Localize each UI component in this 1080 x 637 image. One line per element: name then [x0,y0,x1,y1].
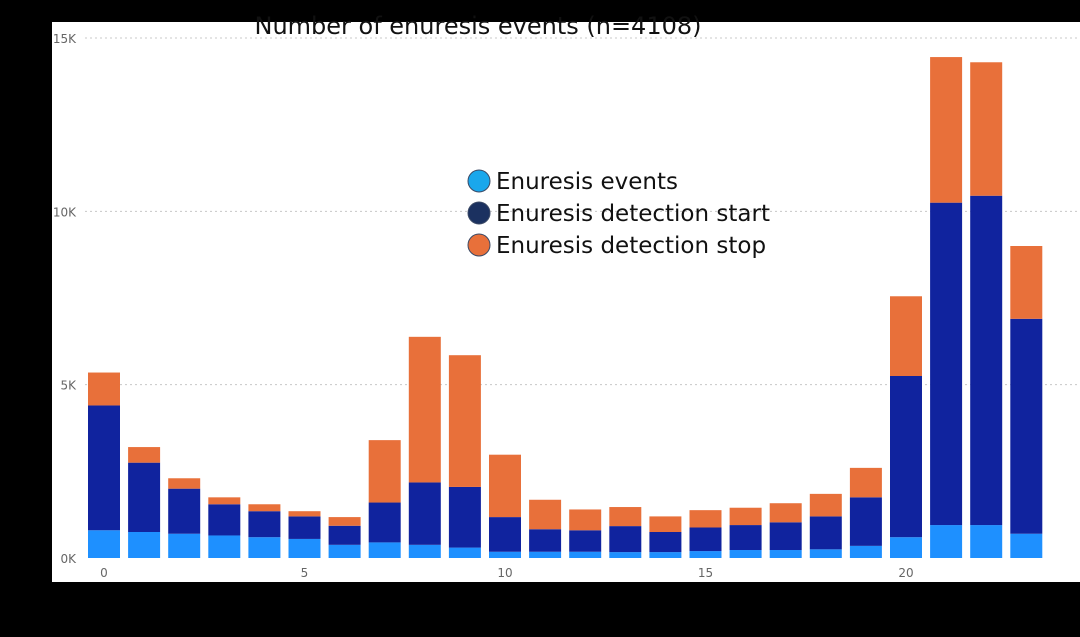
bar-segment-detection-stop [368,440,401,503]
bar-segment-events [328,544,361,558]
bar-segment-detection-stop [769,503,802,523]
bar-segment-detection-start [689,527,722,552]
bar-segment-events [128,532,161,558]
legend-label: Enuresis events [496,169,678,195]
bar-segment-detection-start [729,525,762,551]
bar-segment-detection-start [529,529,562,552]
legend-marker [467,169,491,193]
bar-segment-events [408,544,441,558]
chart-background [52,22,1080,582]
bar-segment-events [609,552,642,558]
bar-segment-detection-start [448,486,481,548]
bar-segment-events [729,550,762,558]
y-tick-label: 0K [60,552,77,566]
bar-segment-events [1010,533,1043,558]
bar-segment-detection-stop [529,499,562,530]
bar-segment-detection-stop [609,507,642,527]
bar-segment-detection-stop [970,62,1003,196]
bar-segment-detection-start [208,504,241,536]
bar-segment-events [489,551,521,558]
y-tick-label: 5K [60,379,77,393]
grid-lines [85,37,1080,386]
bar-segment-events [368,542,401,558]
chart-title: Number of enuresis events (n=4108) [254,12,701,40]
bar-segment-events [88,530,120,558]
bar-segment-events [208,535,241,558]
bar-segment-events [809,549,842,558]
legend-label: Enuresis detection stop [496,233,766,259]
bar-segment-events [849,545,882,558]
bar-segment-detection-stop [408,336,441,483]
y-tick-label: 15K [53,32,77,46]
bars-group [88,57,1043,558]
x-tick-label: 5 [301,566,309,580]
bar-segment-detection-start [569,530,602,552]
bar-segment-events [529,551,562,558]
legend-marker [467,201,491,225]
x-tick-label: 15 [698,566,713,580]
bar-segment-events [448,547,481,558]
bar-segment-detection-start [248,511,281,538]
legend: Enuresis events Enuresis detection start E… [467,169,770,259]
bar-segment-detection-stop [930,57,963,203]
bar-segment-detection-start [609,526,642,553]
bar-segment-detection-stop [890,296,922,376]
x-tick-label: 20 [898,566,913,580]
bar-segment-detection-stop [849,467,882,498]
bar-segment-detection-start [970,195,1003,526]
bar-segment-detection-stop [1010,246,1043,319]
bar-segment-detection-start [489,517,521,552]
bar-segment-events [930,525,963,558]
legend-label: Enuresis detection start [496,201,770,227]
bar-segment-detection-start [890,376,922,538]
bar-segment-detection-stop [88,372,120,406]
bar-segment-detection-stop [328,517,361,526]
bar-segment-detection-stop [128,447,161,463]
bar-segment-events [649,552,682,558]
bar-segment-detection-start [849,497,882,546]
bar-segment-detection-stop [729,507,762,526]
bar-segment-detection-stop [288,511,321,517]
bar-segment-detection-start [328,525,361,545]
bar-segment-detection-start [769,522,802,551]
bar-segment-detection-stop [569,509,602,531]
bar-segment-detection-start [168,488,201,534]
bar-segment-detection-start [88,405,120,531]
bar-segment-detection-stop [649,516,682,532]
bar-segment-detection-stop [489,454,521,518]
bar-segment-events [970,525,1003,558]
x-tick-label: 10 [497,566,512,580]
bar-segment-events [769,550,802,558]
bar-segment-events [689,551,722,558]
bar-segment-detection-start [649,532,682,553]
bar-segment-detection-start [128,462,161,532]
bar-segment-detection-stop [168,478,201,489]
bar-segment-detection-stop [809,493,842,517]
bar-segment-detection-start [288,516,321,539]
y-tick-label: 10K [53,205,77,219]
bar-segment-detection-start [368,502,401,543]
y-axis-ticks: 0K 5K 10K 15K [53,32,77,566]
bar-segment-detection-stop [448,355,481,487]
x-axis-ticks: 0 5 10 15 20 [100,566,913,580]
legend-marker [467,233,491,257]
bar-segment-events [288,538,321,558]
bar-segment-detection-stop [248,504,281,512]
bar-segment-detection-stop [208,497,241,505]
bar-segment-events [890,537,922,558]
bar-segment-events [569,551,602,558]
bar-segment-detection-start [809,516,842,550]
bar-segment-detection-start [930,202,963,526]
bar-segment-detection-start [408,482,441,545]
bar-segment-detection-start [1010,318,1043,534]
bar-segment-detection-stop [689,510,722,528]
x-tick-label: 0 [100,566,108,580]
bar-segment-events [168,533,201,558]
bar-segment-events [248,537,281,558]
